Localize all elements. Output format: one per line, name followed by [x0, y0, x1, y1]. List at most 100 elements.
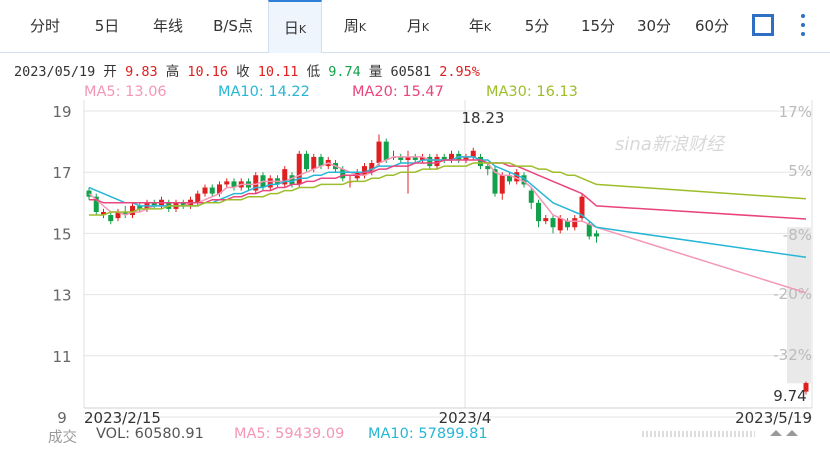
candle-body: [180, 202, 186, 206]
pct-tick-label: 17%: [779, 103, 812, 121]
pct-tick-label: -20%: [773, 285, 812, 303]
open-value: 9.83: [125, 64, 158, 80]
volume-ma5-label: MA5: 59439.09: [234, 426, 345, 442]
tab-label-suffix: K: [358, 21, 367, 34]
ma20-legend: MA20: 15.47: [352, 84, 444, 100]
tab-label: 30分: [636, 17, 672, 35]
candle-body: [217, 184, 222, 194]
candle-body: [572, 218, 578, 228]
more-vertical-icon[interactable]: [790, 12, 816, 38]
scroll-left-icon: [770, 430, 782, 436]
open-label: 开: [103, 64, 117, 80]
tab-label: 15分: [580, 17, 616, 35]
candle-body: [420, 156, 425, 160]
candle-body: [231, 181, 237, 188]
tab-3[interactable]: B/S点: [202, 0, 264, 52]
candle-body: [492, 169, 498, 194]
tab-label: 年线: [152, 17, 183, 35]
low-value: 9.74: [328, 64, 361, 80]
candle-body: [405, 156, 411, 160]
y-tick-label: 13: [52, 287, 71, 305]
candle-body: [412, 156, 418, 160]
candle-body: [340, 169, 346, 179]
y-tick-label: 15: [52, 225, 71, 243]
candle-body: [536, 202, 541, 222]
candle-body: [267, 178, 273, 188]
tab-6[interactable]: 月K: [393, 0, 443, 52]
candle-body: [253, 175, 259, 191]
candle-body: [202, 187, 208, 194]
tab-7[interactable]: 年K: [455, 0, 505, 52]
ma-line-ma30: [89, 162, 807, 216]
tab-11[interactable]: 60分: [686, 0, 738, 52]
tab-4[interactable]: 日K: [268, 0, 322, 53]
high-value: 10.16: [187, 64, 228, 80]
candle-body: [93, 196, 99, 212]
candle-body: [282, 169, 288, 185]
tab-label: 月: [406, 17, 422, 35]
tab-1[interactable]: 5日: [86, 0, 128, 52]
candle-body: [514, 172, 520, 182]
ma-line-ma5: [88, 156, 807, 294]
candle-body: [543, 218, 549, 222]
pct-tick-label: 5%: [788, 162, 812, 180]
candle-body: [130, 205, 135, 216]
quote-info-line: 2023/05/19 开 9.83 高 10.16 收 10.11 低 9.74…: [14, 60, 480, 80]
tab-10[interactable]: 30分: [628, 0, 680, 52]
tab-label: B/S点: [213, 17, 253, 35]
tab-label: 周: [343, 17, 359, 35]
candle-body: [224, 181, 230, 185]
candle-body: [557, 218, 563, 231]
candle-body: [507, 175, 512, 182]
volume-ma10-label: MA10: 57899.81: [368, 426, 488, 442]
candle-body: [376, 141, 382, 164]
candle-body: [289, 175, 295, 185]
ma10-legend: MA10: 14.22: [218, 84, 310, 100]
candle-body: [311, 156, 317, 170]
volume-vol-label: VOL: 60580.91: [96, 426, 204, 442]
candle-body: [115, 211, 121, 219]
tab-0[interactable]: 分时: [18, 0, 72, 52]
candle-body: [586, 224, 592, 237]
candle-body: [449, 153, 454, 160]
tab-label: 年: [468, 17, 484, 35]
fullscreen-icon[interactable]: [750, 12, 776, 38]
change-percent: 2.95%: [439, 64, 480, 80]
tab-label-suffix: K: [421, 21, 430, 34]
high-annotation: 18.23: [462, 109, 505, 127]
candle-body: [108, 215, 114, 222]
tab-9[interactable]: 15分: [572, 0, 624, 52]
candle-body: [565, 221, 570, 228]
volume-title: 成交: [48, 430, 77, 446]
pct-tick-label: -32%: [773, 346, 812, 364]
ma5-legend: MA5: 13.06: [84, 84, 167, 100]
tab-8[interactable]: 5分: [514, 0, 560, 52]
tab-label-suffix: K: [298, 23, 307, 36]
tab-2[interactable]: 年线: [142, 0, 194, 52]
candle-body: [579, 196, 585, 219]
x-tick-label: 2023/4: [439, 409, 492, 427]
volume-label: 量: [368, 64, 383, 80]
candle-body: [550, 218, 556, 228]
volume-value: 60581: [390, 64, 432, 80]
candle-body: [362, 166, 367, 176]
candle-body: [528, 190, 534, 203]
candle-body: [151, 202, 157, 206]
y-tick-label: 11: [52, 348, 71, 366]
ma30-legend: MA30: 16.13: [486, 84, 578, 100]
candle-body: [209, 187, 215, 194]
candle-body: [441, 156, 447, 160]
candle-body: [101, 211, 106, 216]
candle-body: [470, 150, 476, 157]
candle-body: [499, 175, 505, 194]
tab-5[interactable]: 周K: [330, 0, 380, 52]
candle-body: [803, 383, 809, 392]
candle-body: [318, 156, 324, 167]
candle-body: [398, 156, 404, 160]
candle-body: [521, 175, 527, 185]
candle-body: [122, 211, 128, 216]
candle-body: [594, 233, 599, 237]
candle-body: [478, 156, 483, 167]
candle-body: [485, 166, 491, 170]
